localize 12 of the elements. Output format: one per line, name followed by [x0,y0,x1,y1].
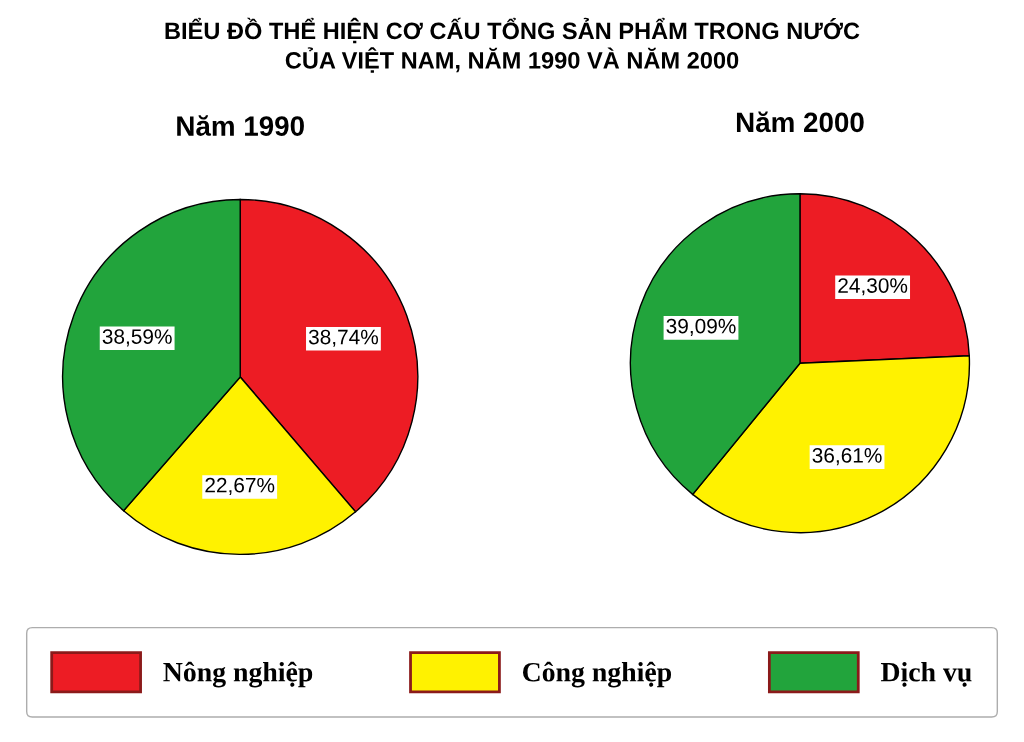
legend-label: Dịch vụ [880,662,972,687]
data-label: 36,61% [812,447,882,466]
data-label: 38,59% [102,329,172,347]
chart-title: Năm 1990 [177,115,304,136]
legend-label: Công nghiệp [523,661,672,688]
data-label: 38,74% [308,329,379,347]
legend-label: Nông nghiệp [163,661,313,688]
text: BIỂU ĐỒ THỂ HIỆN CƠ CẤU TỔNG SẢN PHẨM TRONG NƯỚC CỦA VIỆT NAM, NĂM 1990 VÀ NĂM 2000 [165,17,860,73]
data-label: 24,30% [838,278,908,296]
data-label: 39,09% [666,318,736,336]
chart-title: Năm 2000 [736,111,864,133]
data-label: 22,67% [205,477,275,496]
